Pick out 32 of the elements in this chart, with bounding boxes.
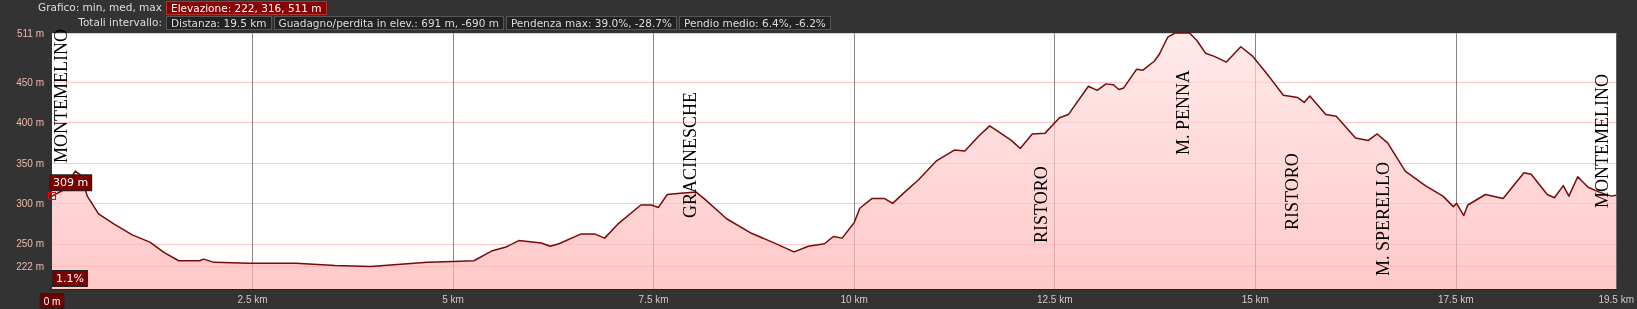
annotation: M. SPERELLO <box>1373 161 1394 276</box>
annotation: 1.1% <box>56 272 84 285</box>
y-tick-label: 250 m <box>16 238 44 250</box>
text: Pendio medio: 6.4%, -6.2% <box>678 16 831 30</box>
x-tick-label: 2.5 km <box>237 293 268 305</box>
y-tick-label: 350 m <box>16 157 44 169</box>
y-tick-label: 400 m <box>16 117 44 129</box>
x-tick-label: 15 km <box>1241 293 1269 305</box>
x-tick-label: 7.5 km <box>638 293 669 305</box>
y-tick-label: 300 m <box>16 197 44 209</box>
annotation: MONTEMELINO <box>1592 74 1613 208</box>
annotation: M. PENNA <box>1172 69 1193 155</box>
text: Grafico: min, med, max <box>37 1 163 15</box>
y-tick-label: 450 m <box>16 76 44 88</box>
annotation: RISTORO <box>1030 166 1051 243</box>
annotation: RISTORO <box>1282 153 1303 230</box>
y-tick-label: 511 m <box>16 27 44 39</box>
annotation: 309 m <box>53 176 89 190</box>
x-tick-label: 19.5 km <box>1598 293 1634 305</box>
x-tick-label: 12.5 km <box>1036 293 1073 305</box>
text: Guadagno/perdita in elev.: 691 m, -690 m <box>273 16 504 30</box>
annotation: MONTEMELINO <box>51 29 72 163</box>
x-tick-label: 17.5 km <box>1437 293 1474 305</box>
x-tick-label: 5 km <box>442 293 464 305</box>
y-tick-label: 222 m <box>16 260 44 272</box>
text: Elevazione: 222, 316, 511 m <box>166 1 327 15</box>
x-tick-label: 10 km <box>840 293 868 305</box>
text: Totali intervallo: <box>78 16 162 28</box>
annotation: GRACINESCHE <box>680 91 701 218</box>
text: Distanza: 19.5 km <box>166 16 272 30</box>
x-tick-label: 0 m <box>43 295 61 307</box>
text: Pendenza max: 39.0%, -28.7% <box>505 16 677 30</box>
